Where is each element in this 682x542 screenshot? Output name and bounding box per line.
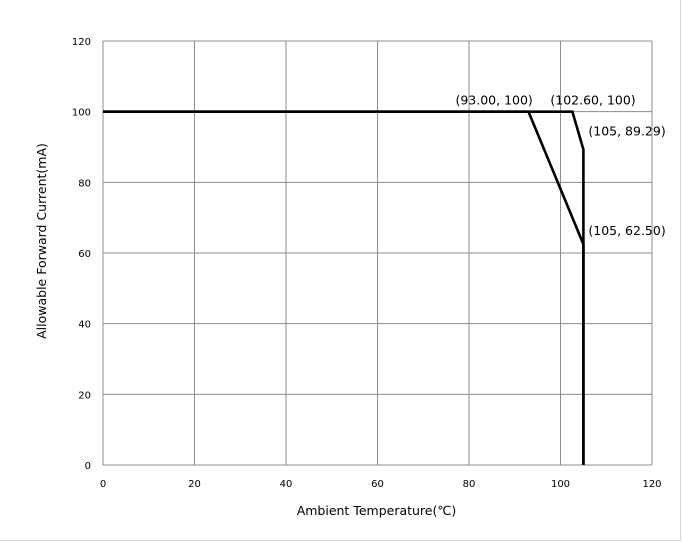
x-tick-label: 0 <box>100 479 106 490</box>
tick-labels: 0 20 40 60 80 100 120 0 20 40 60 80 100 120 <box>72 37 662 490</box>
point-annotation: (105, 89.29) <box>588 124 665 139</box>
y-axis-label: Allowable Forward Current(mA) <box>34 143 49 339</box>
y-tick-label: 80 <box>78 178 91 189</box>
y-tick-label: 40 <box>78 320 91 331</box>
x-tick-label: 80 <box>463 479 476 490</box>
x-tick-label: 100 <box>551 479 570 490</box>
y-tick-label: 0 <box>85 461 91 472</box>
x-axis-label: Ambient Temperature(℃) <box>297 503 457 518</box>
series-line-1 <box>103 110 585 465</box>
point-annotation: (93.00, 100) <box>455 93 532 108</box>
series-line-2 <box>103 110 585 465</box>
y-tick-label: 100 <box>72 108 91 119</box>
x-tick-label: 40 <box>280 479 293 490</box>
y-tick-label: 20 <box>78 390 91 401</box>
point-annotation: (105, 62.50) <box>588 223 665 238</box>
y-tick-label: 60 <box>78 249 91 260</box>
point-annotation: (102.60, 100) <box>550 93 635 108</box>
x-tick-label: 120 <box>642 479 661 490</box>
y-tick-label: 120 <box>72 37 91 48</box>
series-lines <box>103 110 585 465</box>
point-annotations: (93.00, 100) (102.60, 100) (105, 89.29) (10… <box>455 93 665 239</box>
x-tick-label: 20 <box>188 479 201 490</box>
x-tick-label: 60 <box>371 479 384 490</box>
